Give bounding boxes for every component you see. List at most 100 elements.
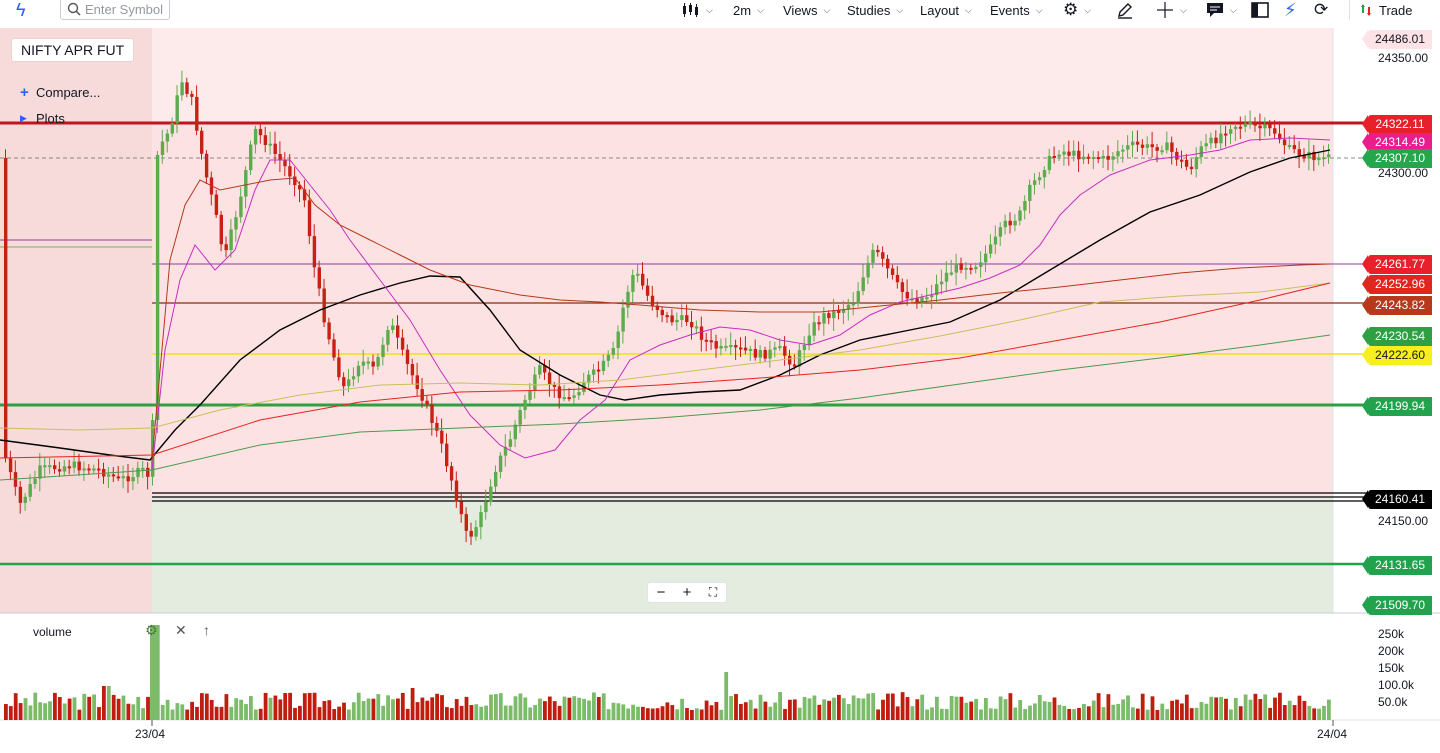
- candle-up: [675, 319, 679, 323]
- volume-settings-button[interactable]: ⚙: [145, 622, 158, 639]
- candle-up: [1165, 142, 1169, 151]
- candle-down: [342, 377, 346, 387]
- volume-maximize-button[interactable]: ↑: [203, 622, 210, 638]
- volume-bar-down: [258, 708, 263, 720]
- candle-down: [1184, 159, 1189, 167]
- volume-bar-down: [660, 706, 665, 720]
- volume-bar-up: [1121, 699, 1125, 720]
- price-label: 24261.77: [1362, 255, 1432, 274]
- candle-up: [92, 468, 96, 471]
- volume-bar-up: [954, 696, 959, 720]
- candle-up: [121, 476, 125, 479]
- moving-average-pink: [151, 137, 1331, 471]
- top-toolbar: ϟ ⌵ 2m⌵ Views⌵ Studies⌵ Layout⌵ Events⌵ …: [0, 0, 1440, 22]
- candle-up: [484, 501, 488, 513]
- candle-down: [655, 305, 660, 310]
- volume-bar-up: [851, 695, 856, 720]
- settings-button[interactable]: ⚙ ⌵: [1063, 0, 1091, 20]
- search-icon: [67, 2, 81, 16]
- panel-button[interactable]: [1251, 0, 1269, 20]
- arrow-up-icon: ↑: [203, 622, 210, 638]
- candle-up: [1287, 145, 1292, 148]
- trade-button[interactable]: Trade: [1360, 0, 1412, 20]
- volume-bar-up: [92, 694, 96, 720]
- annotation-button[interactable]: ⌵: [1206, 0, 1237, 20]
- refresh-button[interactable]: ⟳: [1314, 0, 1328, 20]
- candle-down: [87, 468, 91, 471]
- volume-bar-up: [768, 706, 773, 720]
- candle-down: [312, 236, 317, 268]
- volume-bar-down: [1273, 697, 1277, 720]
- candle-up: [1023, 200, 1027, 211]
- volume-bar-up: [861, 698, 866, 720]
- zone-shade-top: [152, 28, 1333, 123]
- candle-down: [1086, 156, 1091, 159]
- candle-up: [1111, 156, 1115, 160]
- volume-bar-down: [837, 694, 841, 720]
- events-menu[interactable]: Events ⌵: [990, 0, 1043, 20]
- drawing-button[interactable]: [1116, 0, 1134, 20]
- lightning-icon[interactable]: ϟ: [16, 0, 26, 20]
- compare-button[interactable]: + Compare...: [20, 84, 100, 101]
- symbol-search[interactable]: [60, 0, 170, 20]
- symbol-label[interactable]: NIFTY APR FUT: [12, 39, 134, 61]
- symbol-search-input[interactable]: [85, 1, 165, 17]
- candle-down: [1150, 144, 1154, 148]
- candle-up: [930, 295, 934, 298]
- volume-remove-button[interactable]: ✕: [175, 622, 187, 639]
- candle-up: [528, 391, 532, 400]
- zoom-in-button[interactable]: +: [682, 584, 692, 601]
- candle-down: [900, 282, 905, 292]
- volume-bar-down: [332, 709, 337, 720]
- candle-down: [1155, 147, 1159, 151]
- candle-up: [386, 330, 390, 345]
- candle-up: [621, 307, 625, 332]
- studies-menu[interactable]: Studies ⌵: [847, 0, 903, 20]
- volume-bar-down: [214, 706, 219, 720]
- candle-down: [915, 298, 919, 304]
- candle-up: [268, 143, 272, 146]
- price-label: 24222.60: [1362, 346, 1432, 365]
- volume-bar-down: [53, 692, 57, 720]
- candle-up: [1199, 146, 1203, 158]
- views-menu[interactable]: Views ⌵: [783, 0, 830, 20]
- layout-menu[interactable]: Layout ⌵: [920, 0, 972, 20]
- crosshair-button[interactable]: ⌵: [1156, 0, 1187, 20]
- volume-bar-up: [611, 702, 616, 720]
- candle-up: [572, 395, 576, 398]
- zoom-out-button[interactable]: −: [656, 584, 666, 601]
- candle-down: [709, 340, 713, 343]
- price-label: 24322.11: [1362, 115, 1432, 134]
- plots-toggle[interactable]: ▶ Plots: [20, 111, 65, 126]
- gear-icon: ⚙: [145, 622, 158, 638]
- volume-bar-down: [876, 709, 880, 720]
- volume-bar-up: [376, 694, 381, 720]
- candle-up: [1121, 149, 1125, 152]
- volume-bar-down: [67, 698, 72, 720]
- candle-down: [8, 458, 13, 473]
- candle-down: [200, 130, 204, 154]
- fit-screen-button[interactable]: ⛶: [708, 585, 718, 599]
- volume-bar-up: [1013, 707, 1018, 720]
- candle-up: [758, 350, 762, 358]
- volume-bar-up: [170, 709, 175, 720]
- volume-bar-down: [1077, 707, 1081, 720]
- chart-style-button[interactable]: ⌵: [682, 0, 713, 20]
- zoom-controls: − + ⛶: [647, 582, 727, 603]
- quick-trade-button[interactable]: ⚡: [1284, 0, 1297, 20]
- candle-down: [734, 345, 738, 348]
- candle-up: [680, 315, 684, 320]
- candle-down: [886, 258, 890, 269]
- volume-bar-up: [141, 708, 145, 720]
- volume-bar-down: [185, 709, 190, 720]
- interval-label: 2m: [733, 2, 752, 18]
- volume-study-label[interactable]: volume: [33, 625, 72, 639]
- volume-bar-up: [1037, 694, 1042, 720]
- interval-dropdown[interactable]: 2m ⌵: [733, 0, 764, 20]
- volume-bar-up: [944, 709, 949, 720]
- volume-bar-down: [886, 693, 890, 720]
- volume-bar-down: [670, 705, 675, 720]
- candle-down: [337, 357, 341, 378]
- candle-up: [1091, 157, 1096, 160]
